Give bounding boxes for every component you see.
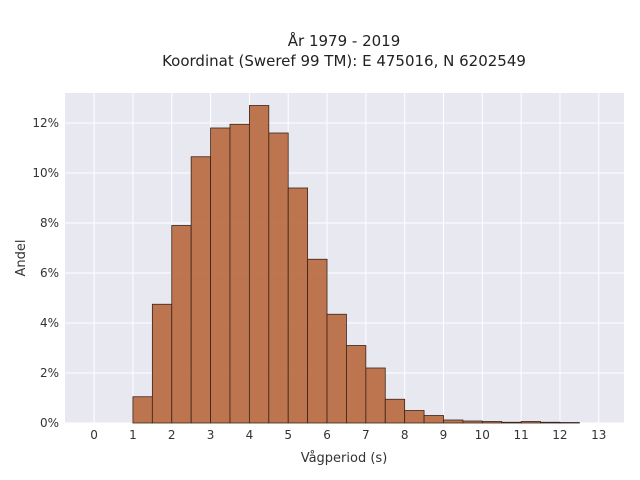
histogram-bar (268, 132, 289, 424)
x-tick-label: 12 (552, 428, 567, 442)
x-tick-label: 9 (440, 428, 448, 442)
histogram-bar (132, 396, 153, 424)
histogram-bar (443, 419, 464, 424)
histogram-bar (384, 398, 406, 424)
y-tick-label: 0% (40, 416, 59, 430)
x-tick-label: 4 (246, 428, 254, 442)
x-axis-label: Vågperiod (s) (301, 451, 388, 466)
x-tick-label: 11 (513, 428, 528, 442)
x-tick-label: 5 (284, 428, 292, 442)
histogram-bar (481, 421, 503, 424)
chart-title-line-2: Koordinat (Sweref 99 TM): E 475016, N 62… (162, 52, 526, 70)
histogram-bar (171, 225, 192, 424)
x-axis-ticks: 0 1 2 3 4 5 6 7 8 9 10 11 12 13 (90, 428, 606, 442)
x-tick-label: 10 (475, 428, 490, 442)
x-tick-label: 3 (207, 428, 215, 442)
y-axis-label: Andel (14, 240, 29, 277)
histogram-bar (365, 367, 386, 424)
x-tick-label: 7 (362, 428, 370, 442)
histogram-bar (287, 187, 309, 424)
y-tick-label: 2% (40, 366, 59, 380)
histogram-bar (423, 415, 444, 424)
histogram-bar (307, 258, 328, 424)
histogram-bar (520, 421, 541, 424)
histogram-bar (540, 421, 561, 424)
x-tick-label: 13 (591, 428, 606, 442)
y-tick-label: 4% (40, 316, 59, 330)
histogram-bar (404, 410, 425, 424)
histogram-bar (151, 303, 173, 424)
x-tick-label: 2 (168, 428, 176, 442)
histogram-bar (229, 123, 250, 424)
y-tick-label: 8% (40, 216, 59, 230)
histogram-bar (346, 345, 367, 424)
y-axis-ticks: 0% 2% 4% 6% 8% 10% 12% (32, 116, 59, 430)
histogram-bar (190, 156, 211, 424)
x-tick-label: 0 (90, 428, 98, 442)
x-tick-label: 8 (401, 428, 409, 442)
y-tick-label: 6% (40, 266, 59, 280)
y-tick-label: 10% (32, 166, 59, 180)
x-tick-label: 6 (323, 428, 331, 442)
histogram-bar (210, 127, 231, 424)
histogram-bar (462, 420, 483, 424)
histogram-bar (326, 313, 347, 424)
histogram-bar (501, 421, 522, 424)
histogram-bars (132, 105, 580, 424)
x-tick-label: 1 (129, 428, 137, 442)
chart-title-line-1: År 1979 - 2019 (288, 31, 401, 50)
y-tick-label: 12% (32, 116, 59, 130)
histogram-bar (248, 105, 270, 424)
histogram-bar (559, 422, 580, 424)
